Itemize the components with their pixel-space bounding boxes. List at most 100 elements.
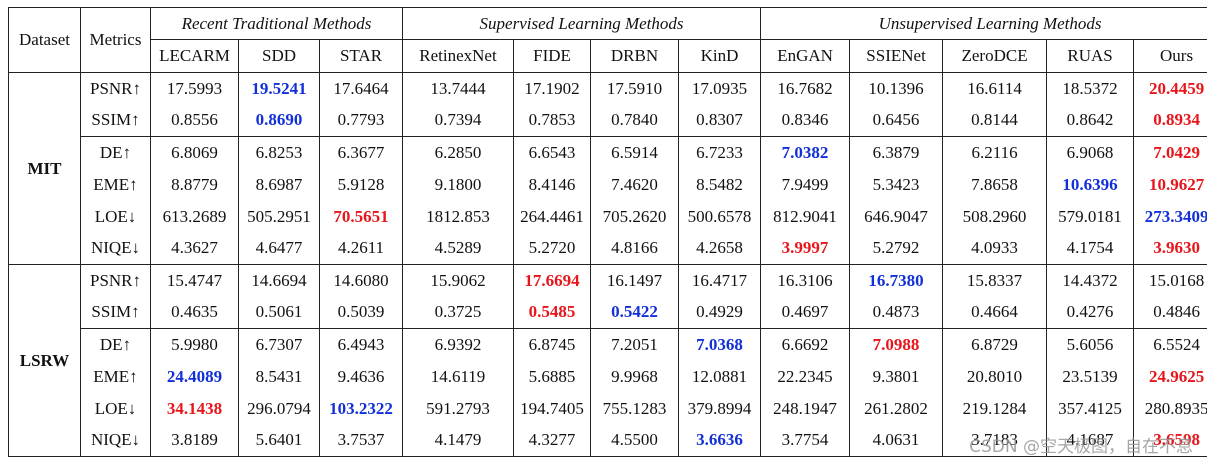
score-cell: 0.7840 [590, 104, 679, 137]
score-cell: 296.0794 [238, 392, 320, 425]
score-cell: 18.5372 [1046, 72, 1135, 105]
score-cell: 3.6636 [677, 424, 762, 457]
score-cell: 6.8069 [150, 136, 239, 169]
score-cell: 4.2611 [319, 232, 403, 265]
score-cell: 8.5431 [238, 360, 320, 393]
score-cell: 5.6885 [513, 360, 591, 393]
score-cell: 273.3409 [1133, 200, 1207, 233]
score-cell: 6.7307 [238, 328, 320, 361]
score-cell: 17.6464 [319, 72, 403, 105]
score-cell: 705.2620 [590, 200, 679, 233]
score-cell: 5.9128 [319, 168, 403, 201]
score-cell: 3.9630 [1133, 232, 1207, 265]
score-cell: 248.1947 [760, 392, 851, 425]
score-cell: 6.3879 [849, 136, 944, 169]
method-header-ssienet: SSIENet [849, 39, 944, 73]
score-cell: 6.8745 [513, 328, 591, 361]
score-cell: 6.9392 [402, 328, 514, 361]
score-cell: 15.8337 [942, 264, 1048, 297]
score-cell: 19.5241 [238, 72, 320, 105]
metric-label: LOE↓ [80, 200, 151, 233]
table-row: EME↑ 8.8779 8.6987 5.9128 9.1800 8.4146 7.4620… [9, 168, 1207, 201]
table-row: SSIM↑ 0.4635 0.5061 0.5039 0.3725 0.5485 0.542… [9, 296, 1207, 329]
metrics-header: Metrics [80, 7, 151, 73]
score-cell: 17.5910 [590, 72, 679, 105]
score-cell: 4.2658 [677, 232, 762, 265]
dataset-header: Dataset [8, 7, 81, 73]
score-cell: 4.1754 [1046, 232, 1135, 265]
table-row: LOE↓ 34.1438 296.0794 103.2322 591.2793 194.7… [9, 392, 1207, 425]
score-cell: 8.5482 [677, 168, 762, 201]
group-supervised: Supervised Learning Methods [401, 7, 762, 40]
table-row: LSRW PSNR↑ 15.4747 14.6694 14.6080 15.9062 17.… [8, 264, 1207, 457]
method-header-retinexnet: RetinexNet [402, 39, 514, 73]
score-cell: 0.5061 [238, 296, 320, 329]
table-row: DE↑ 6.8069 6.8253 6.3677 6.2850 6.6543 6.5914 6… [9, 136, 1207, 169]
score-cell: 0.4846 [1133, 296, 1207, 329]
score-cell: 6.9068 [1046, 136, 1135, 169]
score-cell: 194.7405 [513, 392, 591, 425]
score-cell: 0.8346 [760, 104, 851, 137]
score-cell: 10.1396 [849, 72, 944, 105]
score-cell: 0.4635 [150, 296, 239, 329]
score-cell: 755.1283 [590, 392, 679, 425]
score-cell: 4.1687 [1046, 424, 1135, 457]
score-cell: 14.6694 [238, 264, 320, 297]
score-cell: 646.9047 [849, 200, 944, 233]
score-cell: 5.6401 [238, 424, 320, 457]
score-cell: 16.6114 [942, 72, 1048, 105]
metric-label: NIQE↓ [80, 232, 151, 265]
metric-label: EME↑ [80, 168, 151, 201]
score-cell: 4.3627 [150, 232, 239, 265]
score-cell: 5.2720 [513, 232, 591, 265]
score-cell: 0.8934 [1133, 104, 1207, 137]
dataset-label-lsrw: LSRW [8, 264, 81, 457]
table-row: NIQE↓ 3.8189 5.6401 3.7537 4.1479 4.3277 4.550… [9, 424, 1207, 457]
score-cell: 5.9980 [150, 328, 239, 361]
score-cell: 103.2322 [319, 392, 403, 425]
score-cell: 9.3801 [849, 360, 944, 393]
score-cell: 4.0631 [849, 424, 944, 457]
score-cell: 9.4636 [319, 360, 403, 393]
metric-label: LOE↓ [80, 392, 151, 425]
score-cell: 579.0181 [1046, 200, 1135, 233]
score-cell: 20.4459 [1133, 72, 1207, 105]
metric-label: PSNR↑ [80, 264, 151, 297]
score-cell: 14.6119 [402, 360, 514, 393]
score-cell: 508.2960 [942, 200, 1048, 233]
score-cell: 0.4873 [849, 296, 944, 329]
score-cell: 7.8658 [942, 168, 1048, 201]
score-cell: 7.0368 [677, 328, 762, 361]
score-cell: 24.9625 [1133, 360, 1207, 393]
score-cell: 7.9499 [760, 168, 851, 201]
score-cell: 6.2850 [402, 136, 514, 169]
score-cell: 4.8166 [590, 232, 679, 265]
score-cell: 0.4697 [760, 296, 851, 329]
score-cell: 0.4276 [1046, 296, 1135, 329]
score-cell: 6.8729 [942, 328, 1048, 361]
score-cell: 0.7394 [402, 104, 514, 137]
score-cell: 17.0935 [677, 72, 762, 105]
score-cell: 10.6396 [1046, 168, 1135, 201]
score-cell: 0.5039 [319, 296, 403, 329]
method-header-star: STAR [319, 39, 403, 73]
score-cell: 7.0382 [760, 136, 851, 169]
score-cell: 34.1438 [150, 392, 239, 425]
score-cell: 812.9041 [760, 200, 851, 233]
metric-label: SSIM↑ [80, 104, 151, 137]
score-cell: 16.7682 [760, 72, 851, 105]
dataset-label-mit: MIT [8, 72, 81, 265]
method-header-lecarm: LECARM [150, 39, 239, 73]
score-cell: 6.8253 [238, 136, 320, 169]
score-cell: 15.4747 [150, 264, 239, 297]
score-cell: 0.8307 [677, 104, 762, 137]
table-row: LOE↓ 613.2689 505.2951 70.5651 1812.853 264.4… [9, 200, 1207, 233]
score-cell: 1812.853 [402, 200, 514, 233]
method-header-kind: KinD [677, 39, 762, 73]
score-cell: 15.9062 [402, 264, 514, 297]
score-cell: 14.6080 [319, 264, 403, 297]
score-cell: 0.4929 [677, 296, 762, 329]
table-row: DE↑ 5.9980 6.7307 6.4943 6.9392 6.8745 7.2051 7… [9, 328, 1207, 361]
score-cell: 500.6578 [677, 200, 762, 233]
score-cell: 3.9997 [760, 232, 851, 265]
